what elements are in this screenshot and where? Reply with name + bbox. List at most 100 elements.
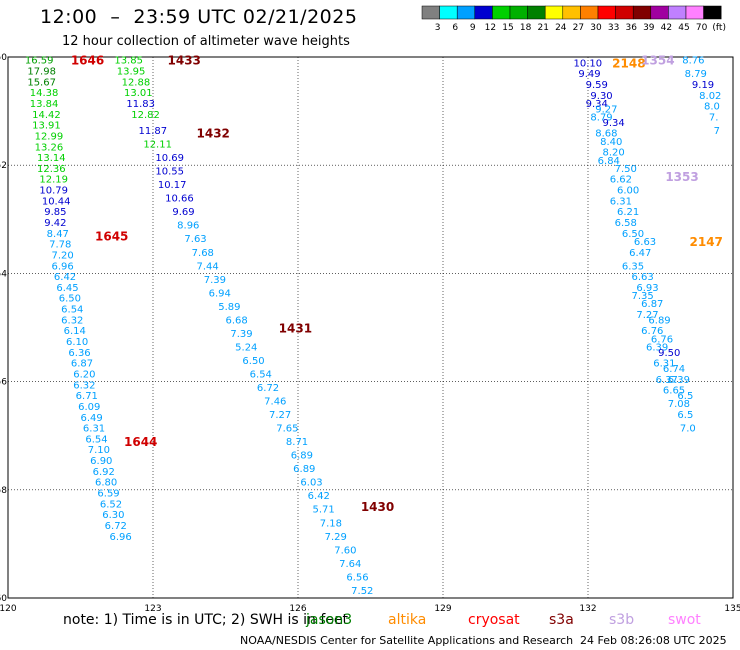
- pass-time-label: 1430: [361, 500, 394, 514]
- scale-label: (ft): [712, 23, 726, 33]
- pass-time-label: 1646: [71, 54, 104, 68]
- scale-label: 45: [678, 23, 689, 33]
- wave-height-label: 9.69: [172, 207, 194, 218]
- wave-height-label: 12.82: [131, 110, 160, 121]
- x-tick-label: 132: [579, 604, 596, 614]
- wave-height-label: 9.30: [590, 91, 612, 102]
- scale-swatch: [703, 5, 722, 20]
- mission-s3a: s3a: [549, 612, 574, 628]
- wave-height-label: 6.09: [78, 402, 100, 413]
- pass-time-label: 2147: [690, 235, 723, 249]
- scale-label: 6: [452, 23, 458, 33]
- wave-height-label: 6.59: [97, 489, 119, 500]
- wave-height-label: 7.50: [615, 164, 637, 175]
- wave-height-label: 8.79: [590, 113, 612, 124]
- wave-height-label: 6.65: [663, 386, 685, 397]
- wave-height-label: 6.20: [73, 369, 95, 380]
- credit-line: NOAA/NESDIS Center for Satellite Applica…: [240, 634, 574, 647]
- wave-height-label: 7.35: [632, 291, 654, 302]
- pass-time-label: 1432: [197, 127, 230, 141]
- wave-height-label: 6.10: [66, 337, 88, 348]
- wave-height-label: 6.42: [308, 491, 330, 502]
- wave-height-label: 10.55: [155, 167, 184, 178]
- scale-label: 27: [573, 23, 584, 33]
- wave-height-label: 11.87: [139, 126, 168, 137]
- wave-height-label: 6.47: [629, 248, 651, 259]
- wave-height-label: 7.68: [192, 248, 214, 259]
- wave-height-label: 14.42: [32, 110, 61, 121]
- wave-height-label: 7.39: [230, 329, 252, 340]
- wave-height-label: 10.69: [155, 153, 184, 164]
- wave-height-label: 17.98: [27, 67, 56, 78]
- wave-height-label: 7.63: [184, 234, 206, 245]
- wave-height-label: 16.59: [25, 56, 54, 67]
- wave-height-label: 6.31: [610, 196, 632, 207]
- wave-height-label: 6.32: [73, 380, 95, 391]
- wave-height-label: 6.94: [209, 288, 231, 299]
- wave-height-label: 6.72: [257, 383, 279, 394]
- wave-height-label: 13.26: [35, 142, 64, 153]
- pass-time-label: 2148: [612, 56, 645, 70]
- x-tick-label: 126: [289, 604, 306, 614]
- wave-height-label: 7.27: [269, 410, 291, 421]
- credit-date: 24 Feb 08:26:08 UTC 2025: [580, 634, 727, 647]
- wave-height-label: 12.99: [35, 131, 64, 142]
- wave-height-label: 7.44: [197, 261, 219, 272]
- wave-height-label: 6.32: [61, 315, 83, 326]
- wave-height-label: 7.78: [49, 240, 71, 251]
- wave-height-label: 10.79: [39, 186, 68, 197]
- wave-height-label: 6.50: [59, 294, 81, 305]
- wave-height-label: 6.39: [668, 375, 690, 386]
- wave-height-label: 7.: [709, 113, 719, 124]
- wave-height-label: 8.68: [595, 129, 617, 140]
- color-scale-legend: 3 6 9 12 15 18 21 24 27 30 33 36 39 42 45 70 (ft): [421, 5, 726, 33]
- scale-label: 21: [537, 23, 548, 33]
- wave-height-label: 8.47: [47, 229, 69, 240]
- wave-height-label: 6.03: [300, 478, 322, 489]
- wave-height-label: 10.10: [574, 58, 603, 69]
- wave-height-label: 10.66: [165, 194, 194, 205]
- scale-label: 36: [625, 23, 637, 33]
- scale-label: 3: [435, 23, 441, 33]
- wave-height-label: 6.87: [641, 299, 663, 310]
- wave-height-label: 6.50: [622, 229, 644, 240]
- wave-height-label: 9.85: [44, 207, 66, 218]
- wave-height-label: 7: [714, 126, 720, 137]
- mission-jason3: jason3: [306, 612, 353, 628]
- wave-height-label: 7.10: [88, 445, 110, 456]
- wave-height-label: 8.02: [699, 91, 721, 102]
- wave-height-label: 9.59: [586, 80, 608, 91]
- wave-height-label: 6.71: [76, 391, 98, 402]
- wave-height-label: 6.36: [68, 348, 90, 359]
- wave-height-label: 6.76: [651, 334, 673, 345]
- x-tick-label: 120: [0, 604, 17, 614]
- wave-height-label: 7.65: [276, 424, 298, 435]
- wave-height-label: 14.38: [30, 88, 59, 99]
- wave-height-label: 12.19: [39, 175, 68, 186]
- scale-label: 24: [555, 23, 567, 33]
- scale-label: 42: [661, 23, 672, 33]
- data-points: 16.5917.9815.6714.3813.8414.4213.9112.99…: [25, 54, 723, 610]
- wave-height-label: 6.72: [105, 521, 127, 532]
- wave-height-label: 7.74: [358, 599, 380, 610]
- wave-height-label: 6.89: [293, 464, 315, 475]
- wave-height-label: 6.52: [100, 499, 122, 510]
- wave-height-label: 7.60: [334, 545, 356, 556]
- wave-height-label: 11.83: [126, 99, 155, 110]
- wave-height-label: 6.54: [250, 369, 272, 380]
- wave-height-label: 8.20: [603, 148, 625, 159]
- wave-height-label: 7.52: [351, 586, 373, 597]
- wave-height-label: 13.91: [32, 121, 61, 132]
- wave-height-label: 10.44: [42, 196, 71, 207]
- wave-height-label: 7.46: [264, 397, 286, 408]
- wave-height-label: 8.40: [600, 137, 622, 148]
- wave-height-label: 6.54: [85, 434, 107, 445]
- y-tick-label: -56: [0, 378, 7, 388]
- y-tick-label: -52: [0, 161, 7, 171]
- wave-height-label: 13.01: [124, 88, 153, 99]
- mission-s3b: s3b: [609, 612, 635, 628]
- wave-height-label: 9.49: [578, 69, 600, 80]
- wave-height-label: 6.37: [656, 375, 678, 386]
- y-tick-label: -58: [0, 486, 7, 496]
